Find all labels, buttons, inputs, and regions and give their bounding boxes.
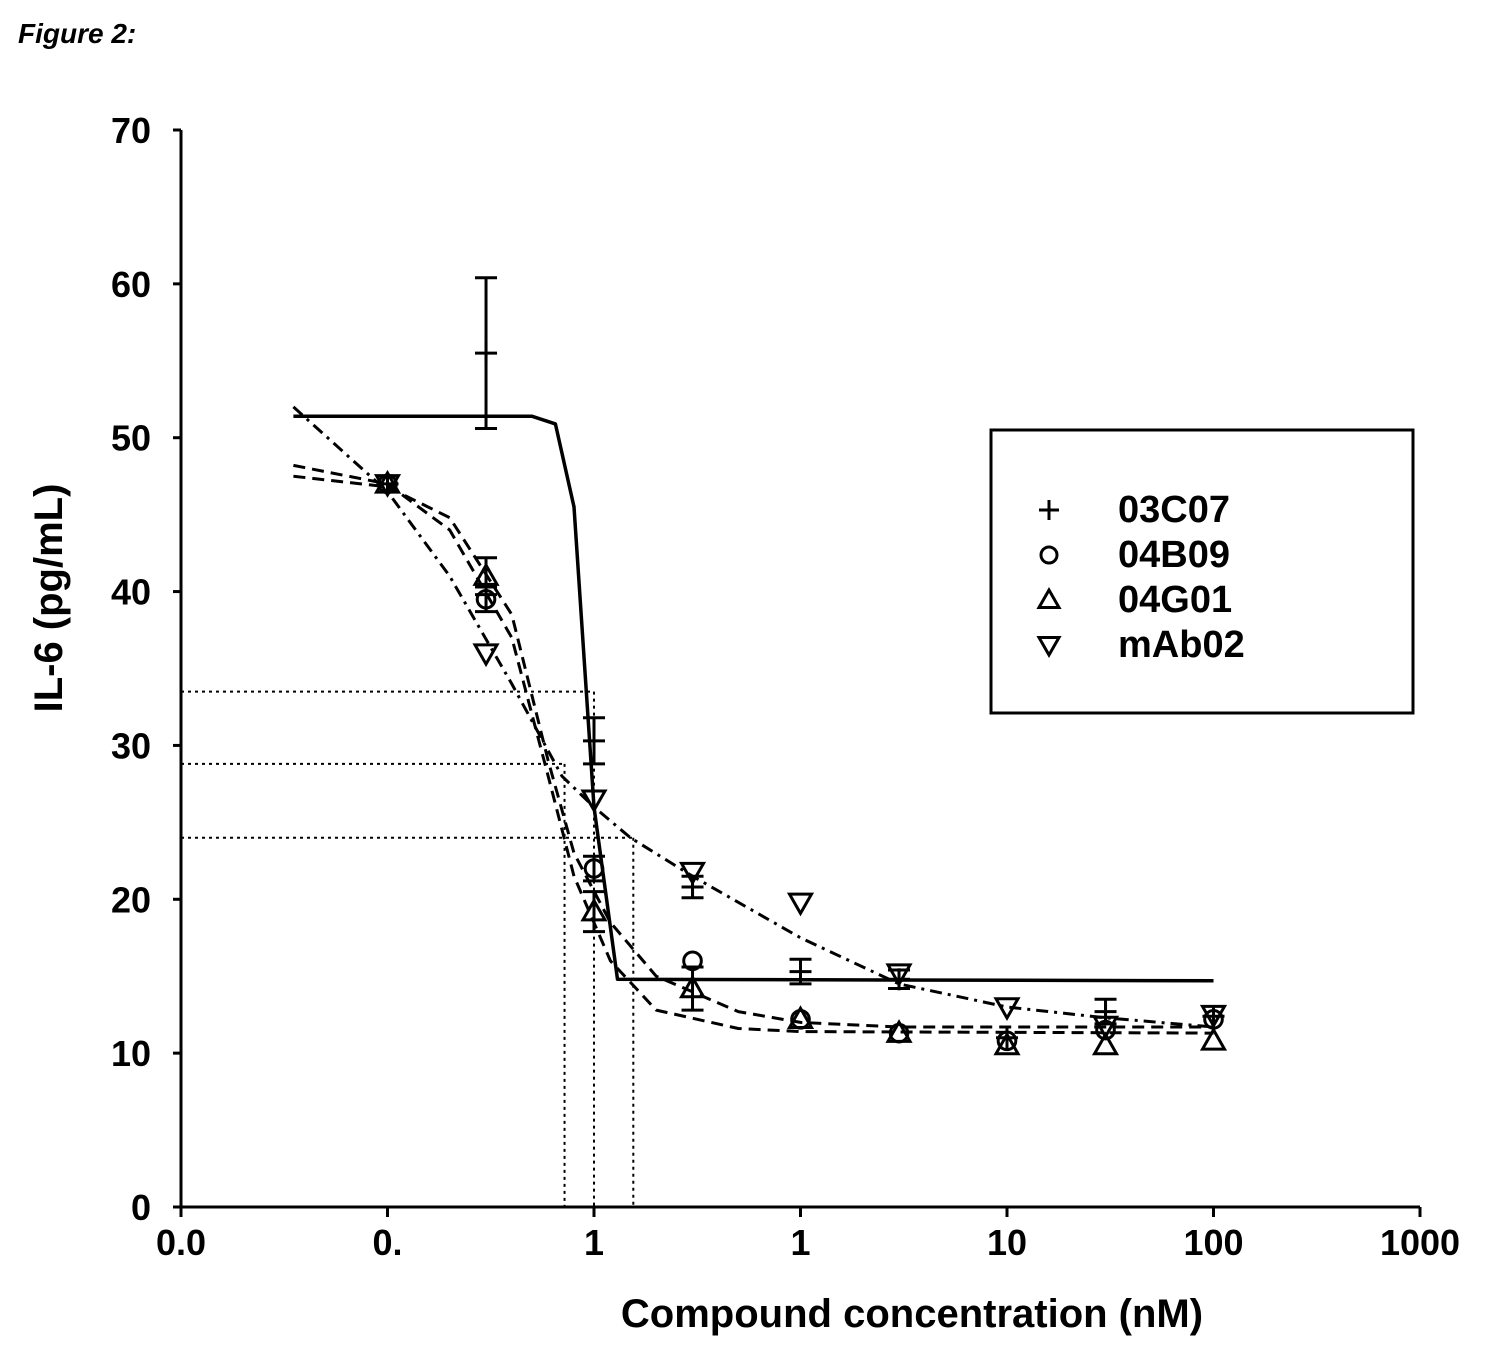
point-mAb02 — [472, 643, 500, 668]
point-04G01 — [885, 1019, 913, 1043]
x-tick-label: 100 — [1183, 1222, 1243, 1263]
y-tick-label: 50 — [111, 418, 151, 459]
point-mAb02 — [993, 997, 1021, 1022]
legend-marker-03C07 — [1039, 500, 1059, 520]
legend-marker-04G01 — [1036, 586, 1062, 609]
y-tick-label: 30 — [111, 725, 151, 766]
point-04G01 — [1199, 1026, 1228, 1051]
legend-marker-04B09 — [1039, 545, 1059, 565]
legend-label-04G01: 04G01 — [1118, 579, 1232, 621]
point-mAb02 — [786, 892, 815, 917]
point-mAb02 — [678, 861, 707, 886]
fit-curve-04G01 — [293, 463, 1214, 1035]
legend-label-04B09: 04B09 — [1118, 534, 1230, 576]
point-mAb02 — [885, 963, 913, 988]
point-mAb02 — [580, 789, 608, 814]
y-tick-label: 0 — [131, 1187, 151, 1228]
legend-label-03C07: 03C07 — [1118, 489, 1230, 531]
y-tick-label: 10 — [111, 1033, 151, 1074]
point-mAb02 — [1199, 1004, 1228, 1029]
point-04G01 — [786, 1005, 815, 1030]
legend-box — [989, 428, 1415, 715]
point-04G01 — [472, 562, 500, 586]
x-tick-label: 10 — [987, 1222, 1027, 1263]
point-04G01 — [580, 897, 608, 922]
legend-marker-mAb02 — [1036, 636, 1062, 659]
x-axis-ticks: 0.0 0. 1 1 10 100 1000 — [156, 1207, 1460, 1263]
point-03C07 — [789, 960, 812, 983]
y-tick-label: 20 — [111, 879, 151, 920]
fit-curve-04B09 — [293, 474, 1214, 1029]
y-tick-label: 40 — [111, 572, 151, 613]
reference-lines — [181, 690, 635, 1207]
y-axis-title: IL-6 (pg/mL) — [27, 484, 71, 713]
point-03C07 — [681, 875, 704, 898]
point-03C07 — [1094, 1000, 1117, 1023]
point-mAb02 — [373, 474, 402, 498]
point-04G01 — [993, 1031, 1021, 1056]
point-04G01 — [678, 974, 707, 999]
point-04G01 — [1091, 1031, 1120, 1056]
legend-label-mAb02: mAb02 — [1118, 624, 1245, 666]
x-axis-title: Compound concentration (nM) — [621, 1292, 1203, 1336]
y-tick-label: 70 — [111, 110, 151, 151]
x-tick-label: 0. — [372, 1222, 402, 1263]
point-03C07 — [475, 342, 498, 365]
x-tick-label: 1 — [790, 1222, 810, 1263]
fit-curves — [292, 405, 1214, 1035]
x-tick-label: 1 — [584, 1222, 604, 1263]
point-mAb02 — [1091, 1015, 1120, 1040]
point-04B09 — [583, 858, 605, 879]
data-points — [373, 276, 1228, 1056]
axes: 0.0 0. 1 1 10 100 1000 0 10 20 30 40 50 60 70 — [111, 110, 1460, 1263]
figure-label: Figure 2: — [18, 18, 137, 49]
fit-curve-03C07 — [293, 414, 1214, 983]
x-tick-label: 1000 — [1380, 1222, 1460, 1263]
point-03C07 — [583, 729, 605, 752]
y-tick-label: 60 — [111, 264, 151, 305]
x-tick-label: 0.0 — [156, 1222, 206, 1263]
y-axis-ticks: 0 10 20 30 40 50 60 70 — [111, 110, 181, 1228]
